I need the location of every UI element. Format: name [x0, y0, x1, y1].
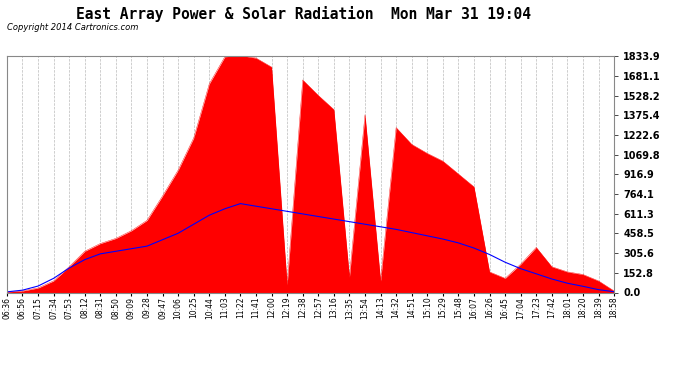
Text: East Array Power & Solar Radiation  Mon Mar 31 19:04: East Array Power & Solar Radiation Mon M… [76, 6, 531, 22]
Text: Copyright 2014 Cartronics.com: Copyright 2014 Cartronics.com [7, 22, 138, 32]
